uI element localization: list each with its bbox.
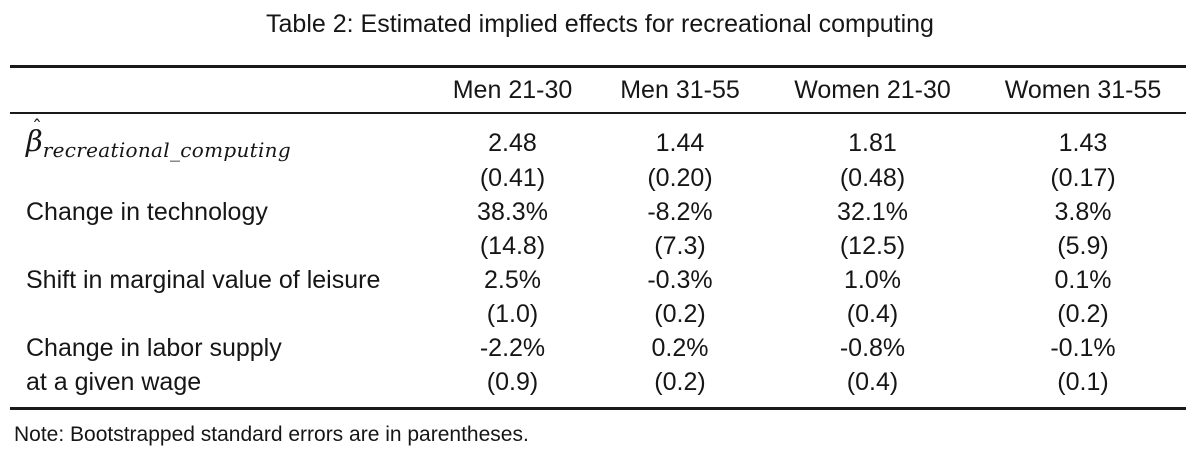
cell-se: (0.17) <box>1050 164 1116 192</box>
table-row: (0.41) (0.20) (0.48) (0.17) <box>10 161 1186 195</box>
column-header-women-21-30: Women 21-30 <box>765 66 980 114</box>
beta-hat-accent: ˆ <box>32 115 42 139</box>
table-row: (14.8) (7.3) (12.5) (5.9) <box>10 229 1186 263</box>
header-row: Men 21-30 Men 31-55 Women 21-30 Women 31… <box>10 66 1186 114</box>
row-label-at-a-given-wage: at a given wage <box>26 368 202 396</box>
cell-value: 3.8% <box>1054 198 1112 226</box>
cell-value: 1.43 <box>1058 129 1108 157</box>
table-row: Change in labor supply -2.2% 0.2% -0.8% … <box>10 331 1186 365</box>
cell-se: (1.0) <box>486 300 539 328</box>
column-header-men-21-30: Men 21-30 <box>430 66 595 114</box>
cell-value: 1.0% <box>844 266 901 294</box>
table-row: (1.0) (0.2) (0.4) (0.2) <box>10 297 1186 331</box>
row-label-beta: β ˆ recreational_computing <box>10 113 430 162</box>
beta-subscript: recreational_computing <box>42 138 291 162</box>
row-label-empty <box>10 297 430 331</box>
cell-value: -0.8% <box>839 334 906 362</box>
cell-se: (7.3) <box>654 232 706 260</box>
table-row: Shift in marginal value of leisure 2.5% … <box>10 263 1186 297</box>
row-label-change-in-labor-supply: Change in labor supply <box>26 334 282 362</box>
cell-se: (0.4) <box>846 300 899 328</box>
column-header-men-31-55: Men 31-55 <box>595 66 765 114</box>
cell-se: (0.9) <box>486 368 539 396</box>
cell-se: (0.2) <box>654 368 706 396</box>
cell-value: 2.5% <box>484 266 541 294</box>
cell-se: (0.4) <box>846 368 899 396</box>
row-label-empty <box>10 161 430 195</box>
cell-se: (12.5) <box>839 232 906 260</box>
cell-se: (0.48) <box>839 164 906 192</box>
cell-value: -0.1% <box>1050 334 1116 362</box>
cell-se: (5.9) <box>1057 232 1109 260</box>
cell-se: (0.20) <box>647 164 713 192</box>
cell-value: 2.48 <box>488 129 537 157</box>
beta-symbol: β <box>26 124 43 158</box>
row-label-empty <box>10 229 430 263</box>
column-header-women-31-55: Women 31-55 <box>980 66 1186 114</box>
table-row: β ˆ recreational_computing 2.48 1.44 1.81 … <box>10 113 1186 162</box>
table-caption: Table 2: Estimated implied effects for r… <box>266 10 934 38</box>
table-row: at a given wage (0.9) (0.2) (0.4) (0.1) <box>10 365 1186 409</box>
cell-value: -2.2% <box>479 334 546 362</box>
cell-value: 32.1% <box>837 198 908 226</box>
cell-value: 1.44 <box>655 129 705 157</box>
cell-se: (0.2) <box>1057 300 1109 328</box>
cell-value: 0.2% <box>651 334 709 362</box>
cell-se: (0.41) <box>479 164 546 192</box>
cell-se: (14.8) <box>479 232 546 260</box>
row-label-change-in-technology: Change in technology <box>26 198 268 226</box>
results-table: Men 21-30 Men 31-55 Women 21-30 Women 31… <box>10 65 1186 410</box>
cell-se: (0.1) <box>1057 368 1109 396</box>
cell-value: 1.81 <box>848 129 897 157</box>
cell-value: 0.1% <box>1054 266 1112 294</box>
cell-value: -0.3% <box>647 266 713 294</box>
row-label-shift-in-marginal-value-of-leisure: Shift in marginal value of leisure <box>26 266 381 294</box>
corner-cell <box>10 66 430 114</box>
table-note: Note: Bootstrapped standard errors are i… <box>14 423 529 446</box>
cell-value: -8.2% <box>647 198 713 226</box>
table-row: Change in technology 38.3% -8.2% 32.1% 3… <box>10 195 1186 229</box>
cell-value: 38.3% <box>477 198 548 226</box>
cell-se: (0.2) <box>654 300 706 328</box>
